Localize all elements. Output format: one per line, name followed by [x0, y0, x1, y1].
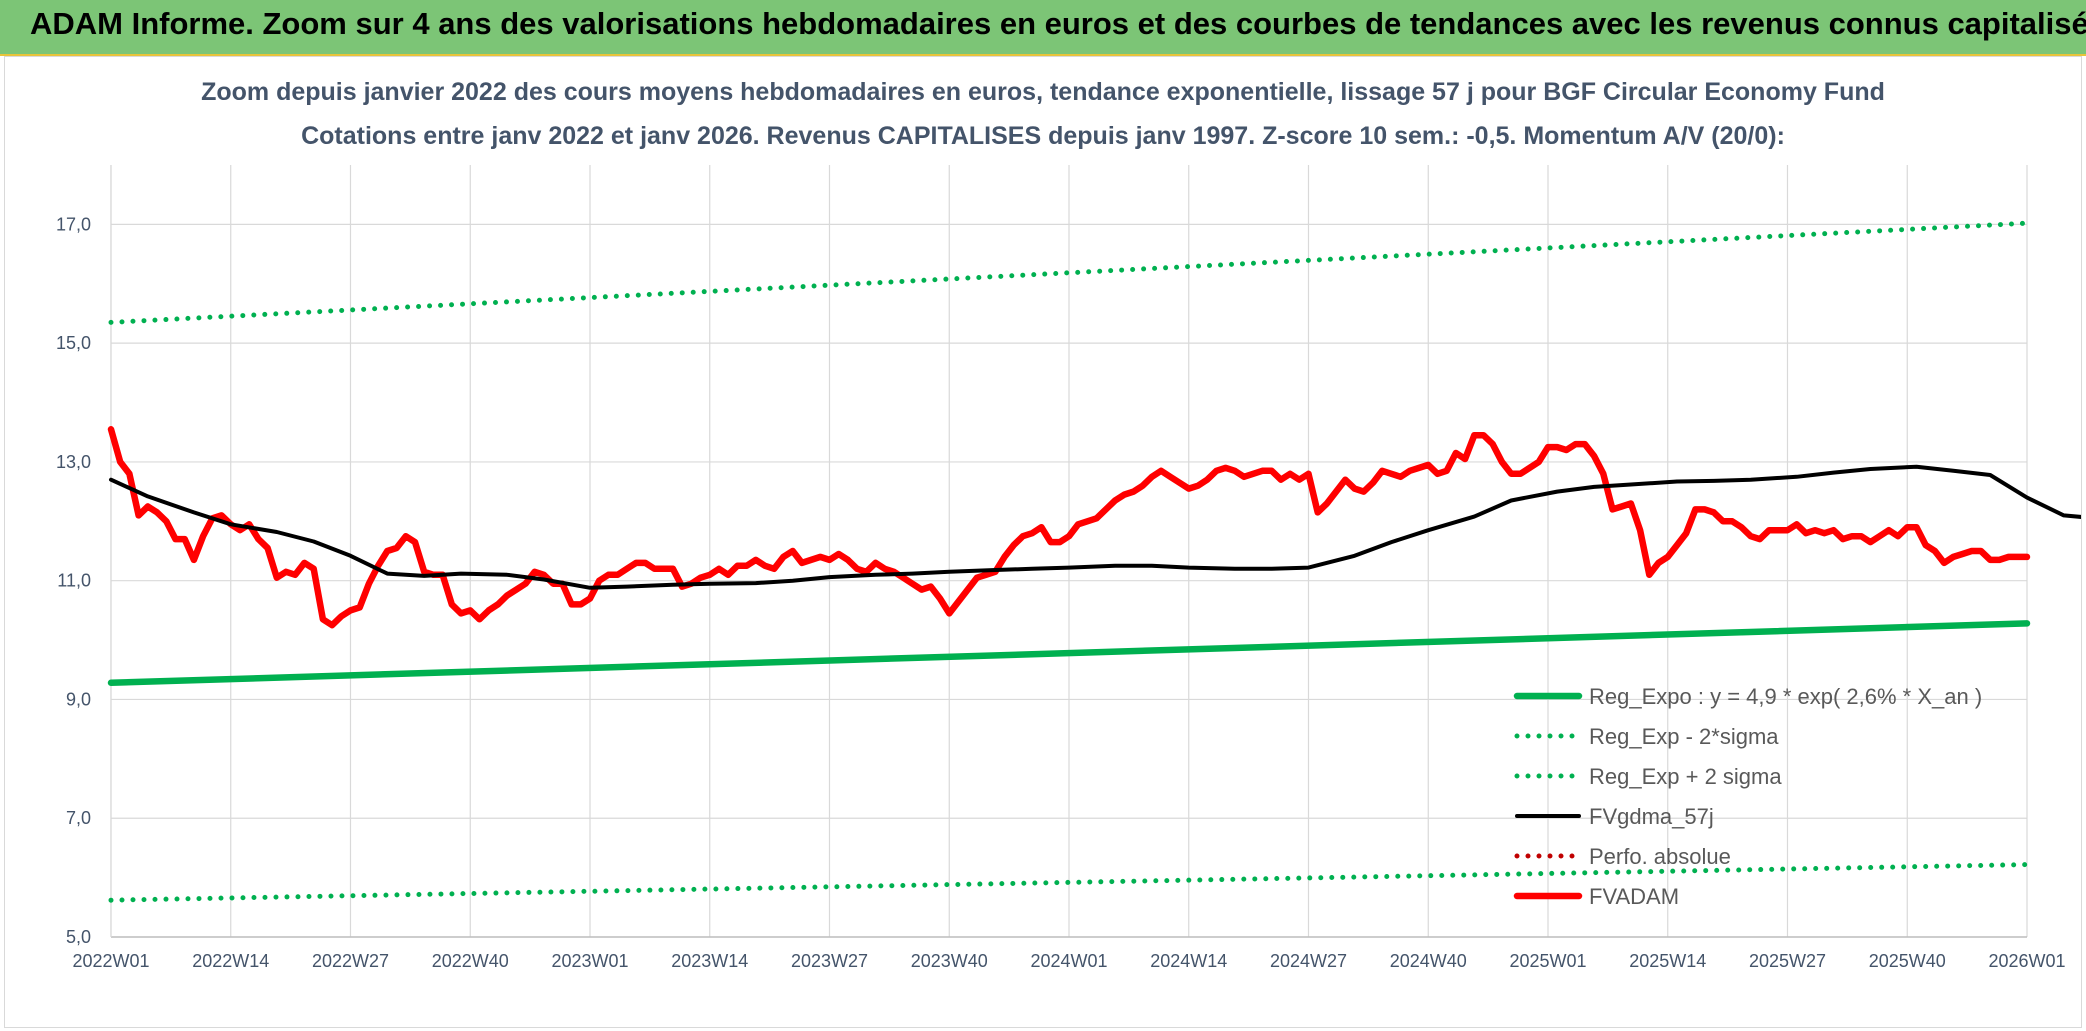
x-tick-label: 2023W14	[671, 951, 748, 971]
chart-title: Zoom depuis janvier 2022 des cours moyen…	[201, 78, 1885, 106]
legend-label: FVgdma_57j	[1589, 804, 1714, 829]
y-tick-label: 17,0	[56, 214, 91, 234]
x-tick-label: 2022W40	[432, 951, 509, 971]
legend-label: FVADAM	[1589, 884, 1679, 909]
series-lines	[107, 220, 2081, 903]
chart-subtitle: Cotations entre janv 2022 et janv 2026. …	[301, 122, 1785, 150]
x-tick-label: 2022W27	[312, 951, 389, 971]
series-line-reg-exp-2-sigma	[108, 220, 2030, 325]
x-tick-label: 2022W01	[72, 951, 149, 971]
y-tick-label: 15,0	[56, 333, 91, 353]
legend-label: Perfo. absolue	[1589, 844, 1731, 869]
x-tick-label: 2026W01	[1988, 951, 2065, 971]
report-title: ADAM Informe. Zoom sur 4 ans des valoris…	[30, 6, 2086, 41]
x-tick-label: 2022W14	[192, 951, 269, 971]
line-chart: 5,0 7,0 9,0 11,0 13,0 15,0 17,0 2022W01 2022W14 2…	[56, 78, 2081, 971]
x-tick-label: 2024W14	[1150, 951, 1227, 971]
legend-label: Reg_Exp + 2 sigma	[1589, 764, 1782, 789]
axes: 5,0 7,0 9,0 11,0 13,0 15,0 17,0 2022W01 2022W14 2…	[56, 165, 2066, 971]
legend-label: Reg_Expo : y = 4,9 * exp( 2,6% * X_an )	[1589, 684, 1982, 709]
chart-container: 5,0 7,0 9,0 11,0 13,0 15,0 17,0 2022W01 2022W14 2…	[4, 56, 2082, 1028]
x-tick-label: 2025W27	[1749, 951, 1826, 971]
x-tick-label: 2025W14	[1629, 951, 1706, 971]
x-tick-label: 2023W40	[911, 951, 988, 971]
report-header: ADAM Informe. Zoom sur 4 ans des valoris…	[0, 0, 2086, 56]
series-line-fvgdma-57j	[109, 464, 2081, 590]
y-tick-label: 5,0	[66, 927, 91, 947]
legend-label: Reg_Exp - 2*sigma	[1589, 724, 1779, 749]
x-tick-label: 2025W01	[1509, 951, 1586, 971]
x-tick-label: 2023W27	[791, 951, 868, 971]
y-tick-label: 7,0	[66, 808, 91, 828]
x-tick-label: 2024W27	[1270, 951, 1347, 971]
y-tick-label: 9,0	[66, 689, 91, 709]
series-line-reg-expo-y-4-9-exp-2-6-x-an	[107, 620, 2031, 687]
series-line-reg-exp-2-sigma	[108, 862, 2030, 903]
x-tick-label: 2024W01	[1030, 951, 1107, 971]
x-tick-label: 2023W01	[551, 951, 628, 971]
x-tick-label: 2024W40	[1390, 951, 1467, 971]
y-tick-label: 13,0	[56, 452, 91, 472]
gridlines	[110, 165, 2028, 938]
x-tick-label: 2025W40	[1869, 951, 1946, 971]
y-tick-label: 11,0	[57, 571, 91, 591]
legend: Reg_Expo : y = 4,9 * exp( 2,6% * X_an ) R…	[1513, 684, 1982, 909]
